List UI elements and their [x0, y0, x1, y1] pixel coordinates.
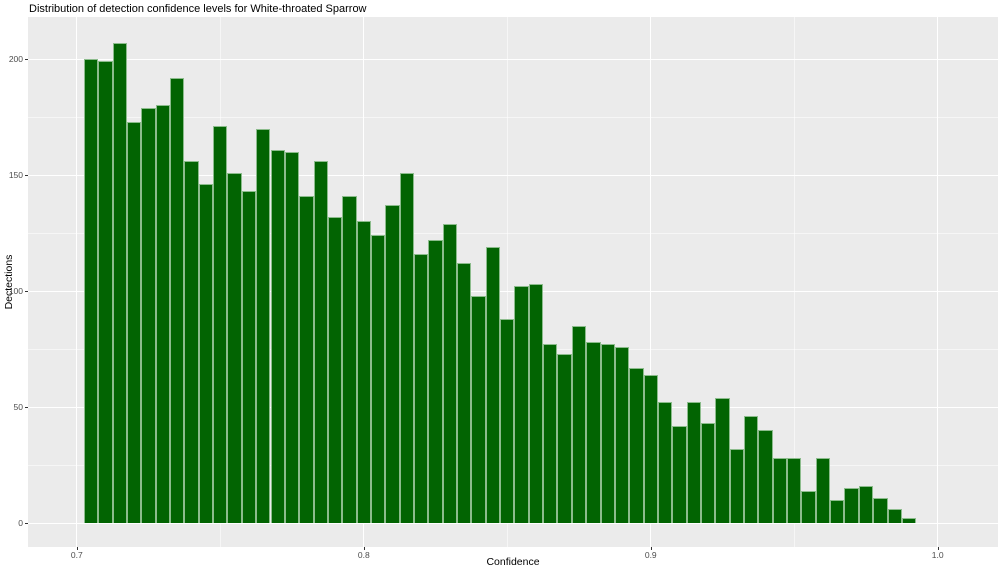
histogram-bar [313, 161, 328, 524]
x-axis-tick [76, 547, 78, 550]
histogram-bar [327, 216, 343, 524]
chart-title: Distribution of detection confidence lev… [29, 3, 367, 15]
x-axis-tick [363, 547, 365, 550]
histogram-bar [772, 458, 788, 524]
histogram-bar [399, 172, 414, 524]
plot-panel [28, 17, 998, 547]
histogram-bar [256, 128, 271, 524]
y-axis-tick-label: 200 [8, 54, 23, 64]
x-axis-tick [650, 547, 652, 550]
histogram-bar [442, 223, 458, 524]
histogram-bar [901, 518, 917, 524]
histogram-bar [141, 107, 156, 524]
histogram-bar [801, 490, 816, 524]
minor-gridline-y [28, 116, 998, 118]
histogram-bar [657, 402, 673, 524]
histogram-bar [155, 105, 171, 524]
histogram-bar [629, 367, 644, 524]
histogram-bar [844, 488, 859, 524]
histogram-bar [356, 221, 371, 524]
major-gridline-x [76, 17, 78, 547]
histogram-bar [672, 425, 687, 524]
minor-gridline-x [506, 17, 508, 547]
major-gridline-y [28, 174, 998, 176]
histogram-bar [858, 485, 874, 524]
histogram-bar [270, 149, 285, 524]
histogram-bar [98, 61, 113, 524]
histogram-bar [715, 397, 730, 524]
histogram-bar [815, 458, 831, 524]
histogram-bar [643, 374, 658, 524]
y-axis-tick-label: 100 [8, 286, 23, 297]
histogram-bar [213, 126, 228, 524]
histogram-bar [586, 342, 601, 524]
histogram-bar [457, 263, 472, 524]
histogram-bar [600, 344, 615, 524]
histogram-bar [112, 42, 127, 524]
histogram-bar [873, 497, 888, 524]
histogram-bar [528, 284, 544, 524]
histogram-bar [787, 458, 802, 524]
y-axis-tick-label: 0 [18, 518, 23, 529]
histogram-bar [127, 121, 142, 524]
histogram-bar [342, 195, 357, 524]
x-axis-label: Confidence [486, 556, 540, 568]
histogram-bar [887, 509, 902, 524]
x-axis-tick-label: 0.9 [644, 550, 657, 560]
minor-gridline-y [28, 232, 998, 234]
major-gridline-x [650, 17, 652, 547]
minor-gridline-x [793, 17, 795, 547]
histogram-bar [198, 184, 214, 524]
y-axis-tick [25, 291, 28, 293]
histogram-bar [413, 253, 429, 524]
major-gridline-y [28, 522, 998, 524]
histogram-bar [543, 344, 558, 524]
histogram-bar [557, 353, 572, 524]
histogram-bar [700, 423, 716, 524]
y-axis-tick-label: 50 [13, 402, 23, 413]
x-axis-tick [937, 547, 939, 550]
histogram-bar [758, 430, 773, 524]
histogram-bar [83, 59, 99, 524]
histogram-bar [830, 499, 845, 524]
histogram-bar [500, 318, 515, 524]
histogram-bar [729, 448, 744, 524]
major-gridline-x [937, 17, 939, 547]
histogram-bar [428, 239, 443, 524]
histogram-bar [370, 235, 386, 524]
histogram-bar [614, 346, 630, 524]
y-axis-label: Dectections [3, 254, 15, 310]
histogram-bar [514, 286, 529, 524]
y-axis-tick [25, 59, 28, 60]
y-axis-tick [25, 523, 28, 525]
y-axis-tick-label: 150 [8, 170, 23, 181]
y-axis-tick [25, 407, 28, 409]
histogram-bar [241, 191, 257, 524]
x-axis-tick-label: 0.7 [70, 550, 83, 560]
histogram-bar [571, 325, 587, 524]
histogram-bar [299, 195, 314, 524]
histogram-bar [170, 77, 185, 524]
x-axis-tick-label: 1.0 [931, 550, 944, 560]
histogram-bar [686, 402, 701, 524]
y-axis-tick [25, 175, 28, 177]
major-gridline-y [28, 290, 998, 292]
histogram-bar [284, 151, 300, 524]
x-axis-tick-label: 0.8 [357, 550, 370, 560]
histogram-bar [227, 172, 242, 524]
histogram-bar [744, 416, 759, 524]
major-gridline-y [28, 58, 998, 60]
histogram-bar [184, 161, 199, 524]
histogram-bar [485, 246, 501, 524]
histogram-bar [471, 295, 486, 524]
histogram-bar [385, 205, 400, 524]
